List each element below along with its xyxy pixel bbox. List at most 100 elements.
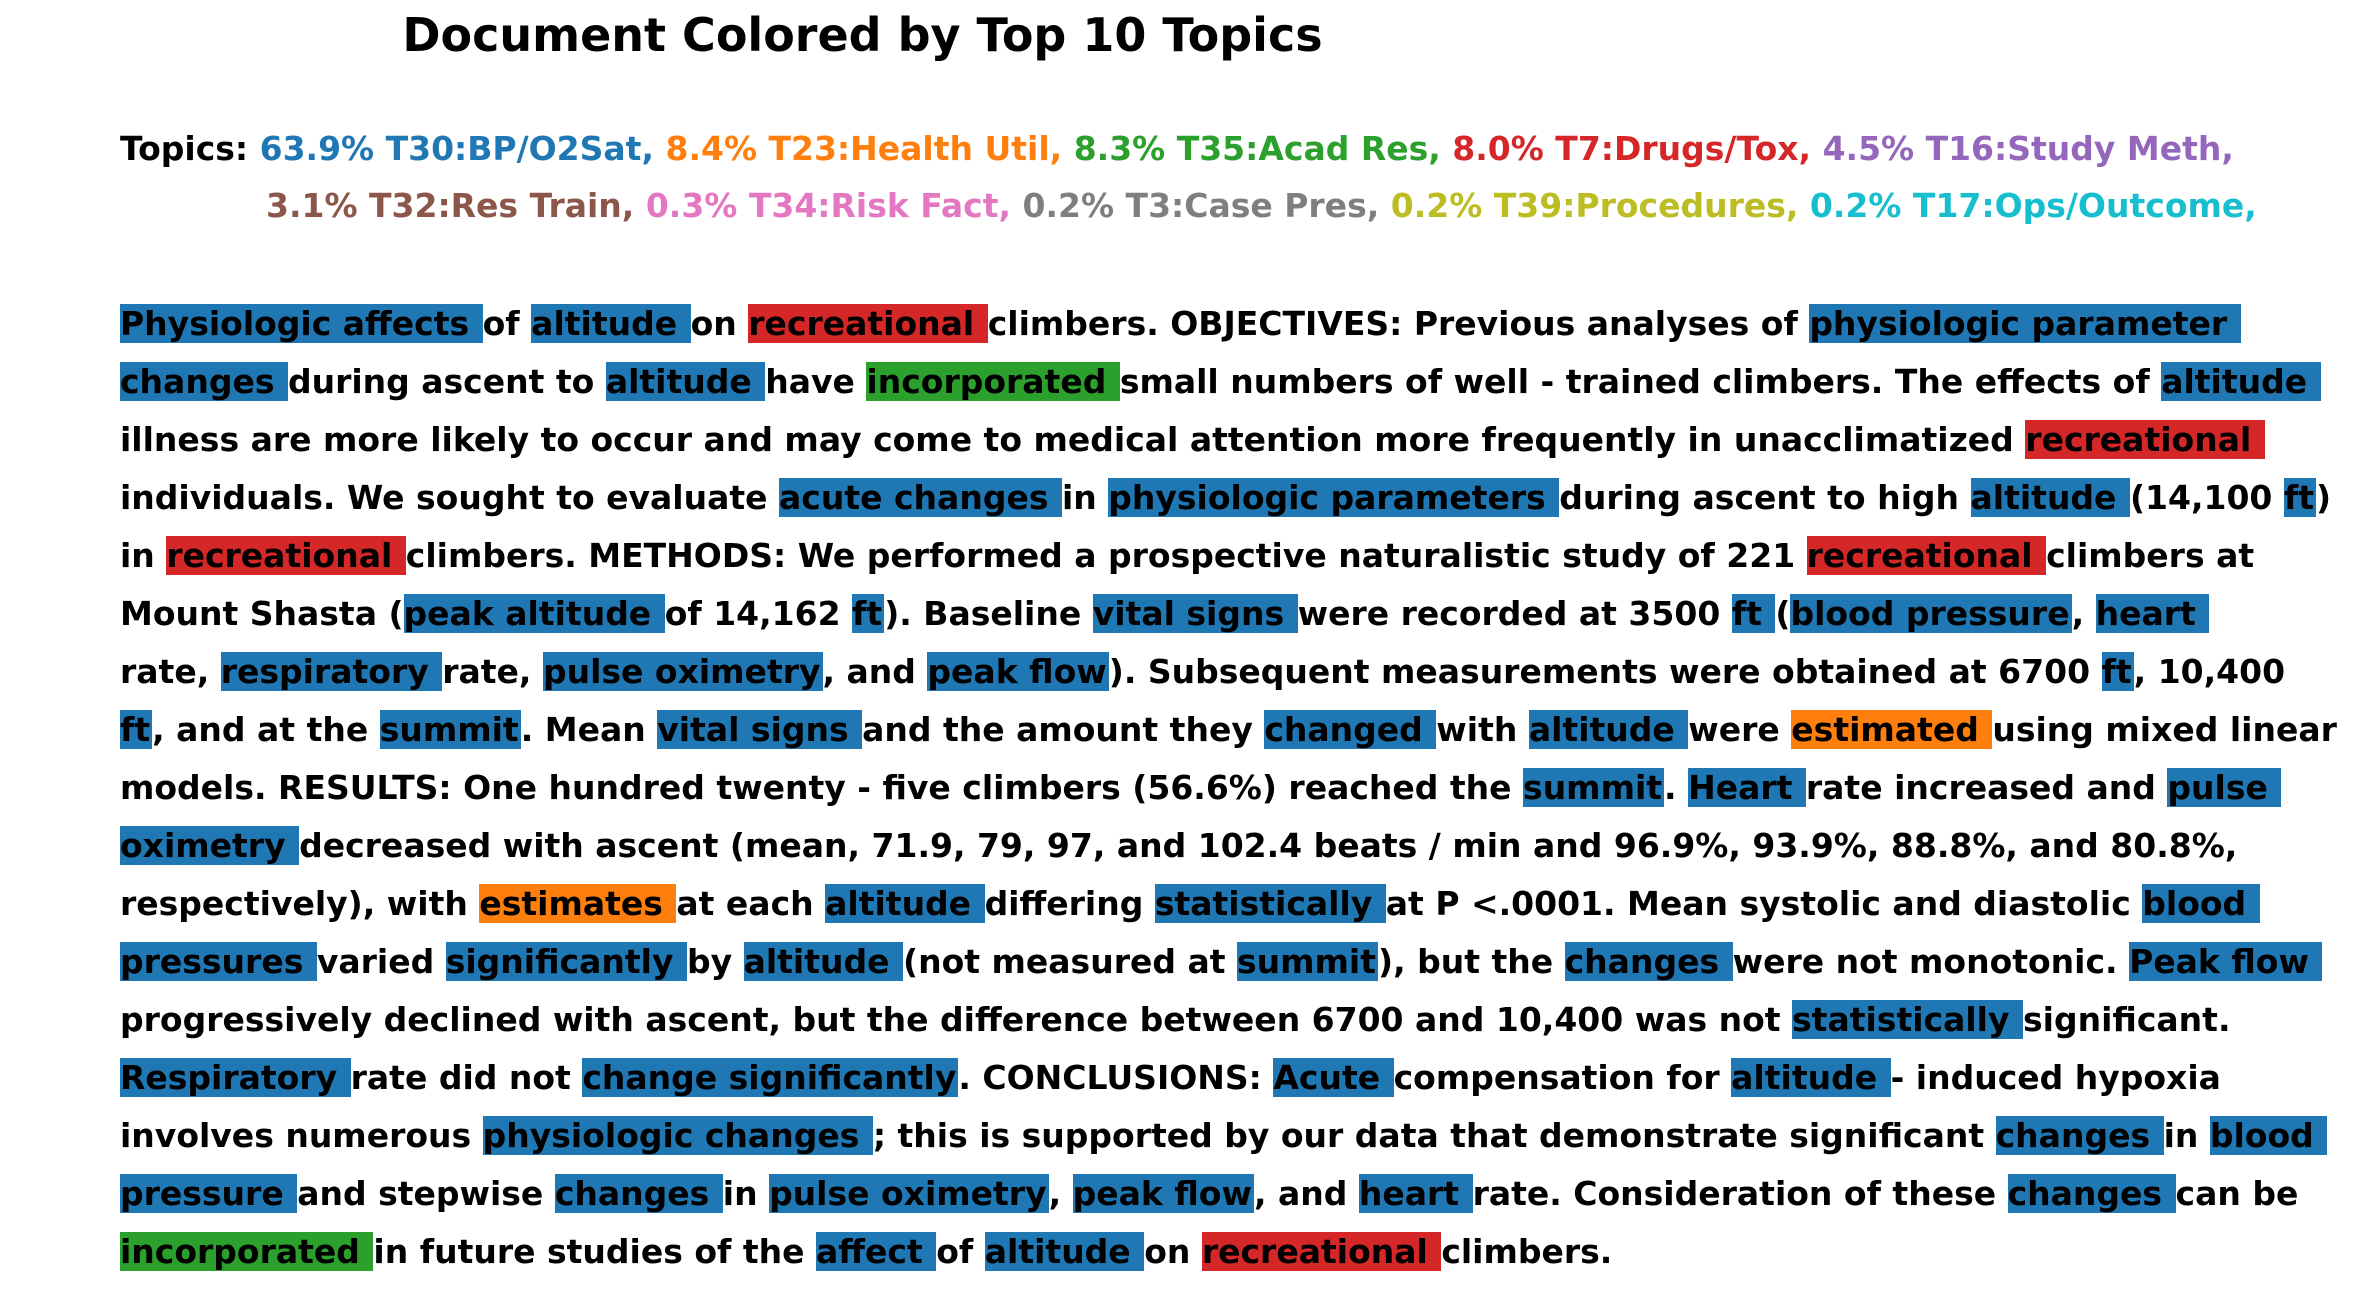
highlighted-term: heart: [2095, 594, 2210, 633]
highlighted-term: vital signs: [657, 710, 863, 749]
highlighted-term: recreational: [1806, 536, 2047, 575]
plain-text: (not measured at: [903, 942, 1237, 981]
highlighted-term: changes: [554, 1174, 723, 1213]
plain-text: .: [1664, 768, 1689, 807]
plain-text: in: [120, 536, 167, 575]
highlighted-term: incorporated: [866, 362, 1120, 401]
highlighted-term: ft: [1731, 594, 1776, 633]
highlighted-term: physiologic changes: [482, 1116, 873, 1155]
topic-entry: 0.3% T34:Risk Fact,: [645, 186, 1012, 225]
plain-text: ): [2316, 478, 2332, 517]
highlighted-term: significantly: [445, 942, 687, 981]
highlighted-term: summit: [1523, 768, 1665, 807]
plain-text: , 10,400: [2133, 652, 2286, 691]
plain-text: climbers. OBJECTIVES: Previous analyses …: [987, 304, 1810, 343]
topic-entry: 8.3% T35:Acad Res,: [1073, 129, 1441, 168]
highlighted-term: physiologic parameters: [1108, 478, 1560, 517]
plain-text: rate,: [442, 652, 543, 691]
topic-entry: 8.0% T7:Drugs/Tox,: [1452, 129, 1812, 168]
plain-text: have: [765, 362, 867, 401]
plain-text: by: [686, 942, 744, 981]
plain-text: , and: [822, 652, 928, 691]
highlighted-term: estimates: [479, 884, 677, 923]
plain-text: rate. Consideration of these: [1472, 1174, 2008, 1213]
topics-row: 3.1% T32:Res Train, 0.3% T34:Risk Fact, …: [120, 177, 2257, 234]
plain-text: . Mean: [520, 710, 658, 749]
plain-text: ). Subsequent measurements were obtained…: [1108, 652, 2102, 691]
document-line: changes during ascent to altitude have i…: [120, 353, 2337, 411]
highlighted-term: recreational: [166, 536, 406, 575]
plain-text: on: [1144, 1232, 1202, 1271]
plain-text: climbers.: [1441, 1232, 1613, 1271]
plain-text: ,: [1048, 1174, 1073, 1213]
plain-text: significant.: [2023, 1000, 2231, 1039]
highlighted-term: changes: [2007, 1174, 2176, 1213]
highlighted-term: pulse oximetry: [769, 1174, 1049, 1213]
plain-text: - induced hypoxia: [1890, 1058, 2221, 1097]
highlighted-term: pulse: [2167, 768, 2282, 807]
document-line: involves numerous physiologic changes ; …: [120, 1107, 2337, 1165]
highlighted-term: changes: [1564, 942, 1733, 981]
highlighted-term: ft: [852, 594, 885, 633]
highlighted-term: Physiologic affects: [120, 304, 483, 343]
plain-text: illness are more likely to occur and may…: [120, 420, 2026, 459]
topic-entry: 3.1% T32:Res Train,: [266, 186, 635, 225]
highlighted-term: Respiratory: [120, 1058, 351, 1097]
document-line: Mount Shasta (peak altitude of 14,162 ft…: [120, 585, 2337, 643]
plain-text: differing: [984, 884, 1155, 923]
plain-text: (14,100: [2129, 478, 2284, 517]
document-line: Physiologic affects of altitude on recre…: [120, 295, 2337, 353]
plain-text: of: [482, 304, 532, 343]
plain-text: in: [2163, 1116, 2210, 1155]
highlighted-term: peak flow: [927, 652, 1109, 691]
plain-text: and the amount they: [862, 710, 1265, 749]
highlighted-term: summit: [1237, 942, 1378, 981]
highlighted-term: recreational: [1201, 1232, 1442, 1271]
topic-entry: 4.5% T16:Study Meth,: [1822, 129, 2234, 168]
highlighted-term: acute changes: [779, 478, 1062, 517]
highlighted-term: change significantly: [582, 1058, 959, 1097]
highlighted-term: ft: [2283, 478, 2316, 517]
highlighted-term: altitude: [825, 884, 985, 923]
highlighted-term: estimated: [1791, 710, 1993, 749]
highlighted-term: altitude: [984, 1232, 1145, 1271]
highlighted-term: changes: [120, 362, 288, 401]
highlighted-term: changes: [1995, 1116, 2164, 1155]
document-line: ft, and at the summit. Mean vital signs …: [120, 701, 2337, 759]
document-line: pressure and stepwise changes in pulse o…: [120, 1165, 2337, 1223]
highlighted-term: summit: [379, 710, 521, 749]
plain-text: were recorded at 3500: [1297, 594, 1732, 633]
document-line: illness are more likely to occur and may…: [120, 411, 2337, 469]
highlighted-term: heart: [1358, 1174, 1473, 1213]
plain-text: on: [690, 304, 749, 343]
plain-text: rate did not: [350, 1058, 583, 1097]
highlighted-term: pulse oximetry: [542, 652, 823, 691]
document-line: progressively declined with ascent, but …: [120, 991, 2337, 1049]
highlighted-term: blood pressure: [1790, 594, 2072, 633]
highlighted-term: ft: [2101, 652, 2134, 691]
plain-text: rate,: [120, 652, 221, 691]
document-line: in recreational climbers. METHODS: We pe…: [120, 527, 2337, 585]
topic-entry: 0.2% T39:Procedures,: [1390, 186, 1799, 225]
highlighted-term: ft: [120, 710, 153, 749]
plain-text: were not monotonic.: [1732, 942, 2130, 981]
topic-entry: 63.9% T30:BP/O2Sat,: [259, 129, 654, 168]
plain-text: ,: [2071, 594, 2096, 633]
document-line: pressures varied significantly by altitu…: [120, 933, 2337, 991]
highlighted-term: respiratory: [220, 652, 443, 691]
highlighted-term: blood: [2209, 1116, 2328, 1155]
highlighted-term: pressures: [120, 942, 317, 981]
highlighted-term: Acute: [1273, 1058, 1394, 1097]
topic-entry: 0.2% T17:Ops/Outcome,: [1809, 186, 2257, 225]
plain-text: decreased with ascent (mean, 71.9, 79, 9…: [299, 826, 2238, 865]
highlighted-term: blood: [2142, 884, 2260, 923]
plain-text: , and: [1253, 1174, 1359, 1213]
plain-text: climbers. METHODS: We performed a prospe…: [405, 536, 1807, 575]
highlighted-term: statistically: [1792, 1000, 2023, 1039]
highlighted-term: statistically: [1154, 884, 1386, 923]
topic-entry: 8.4% T23:Health Util,: [665, 129, 1063, 168]
plain-text: during ascent to: [287, 362, 606, 401]
highlighted-term: incorporated: [120, 1232, 374, 1271]
document-line: rate, respiratory rate, pulse oximetry, …: [120, 643, 2337, 701]
plain-text: , and at the: [152, 710, 380, 749]
